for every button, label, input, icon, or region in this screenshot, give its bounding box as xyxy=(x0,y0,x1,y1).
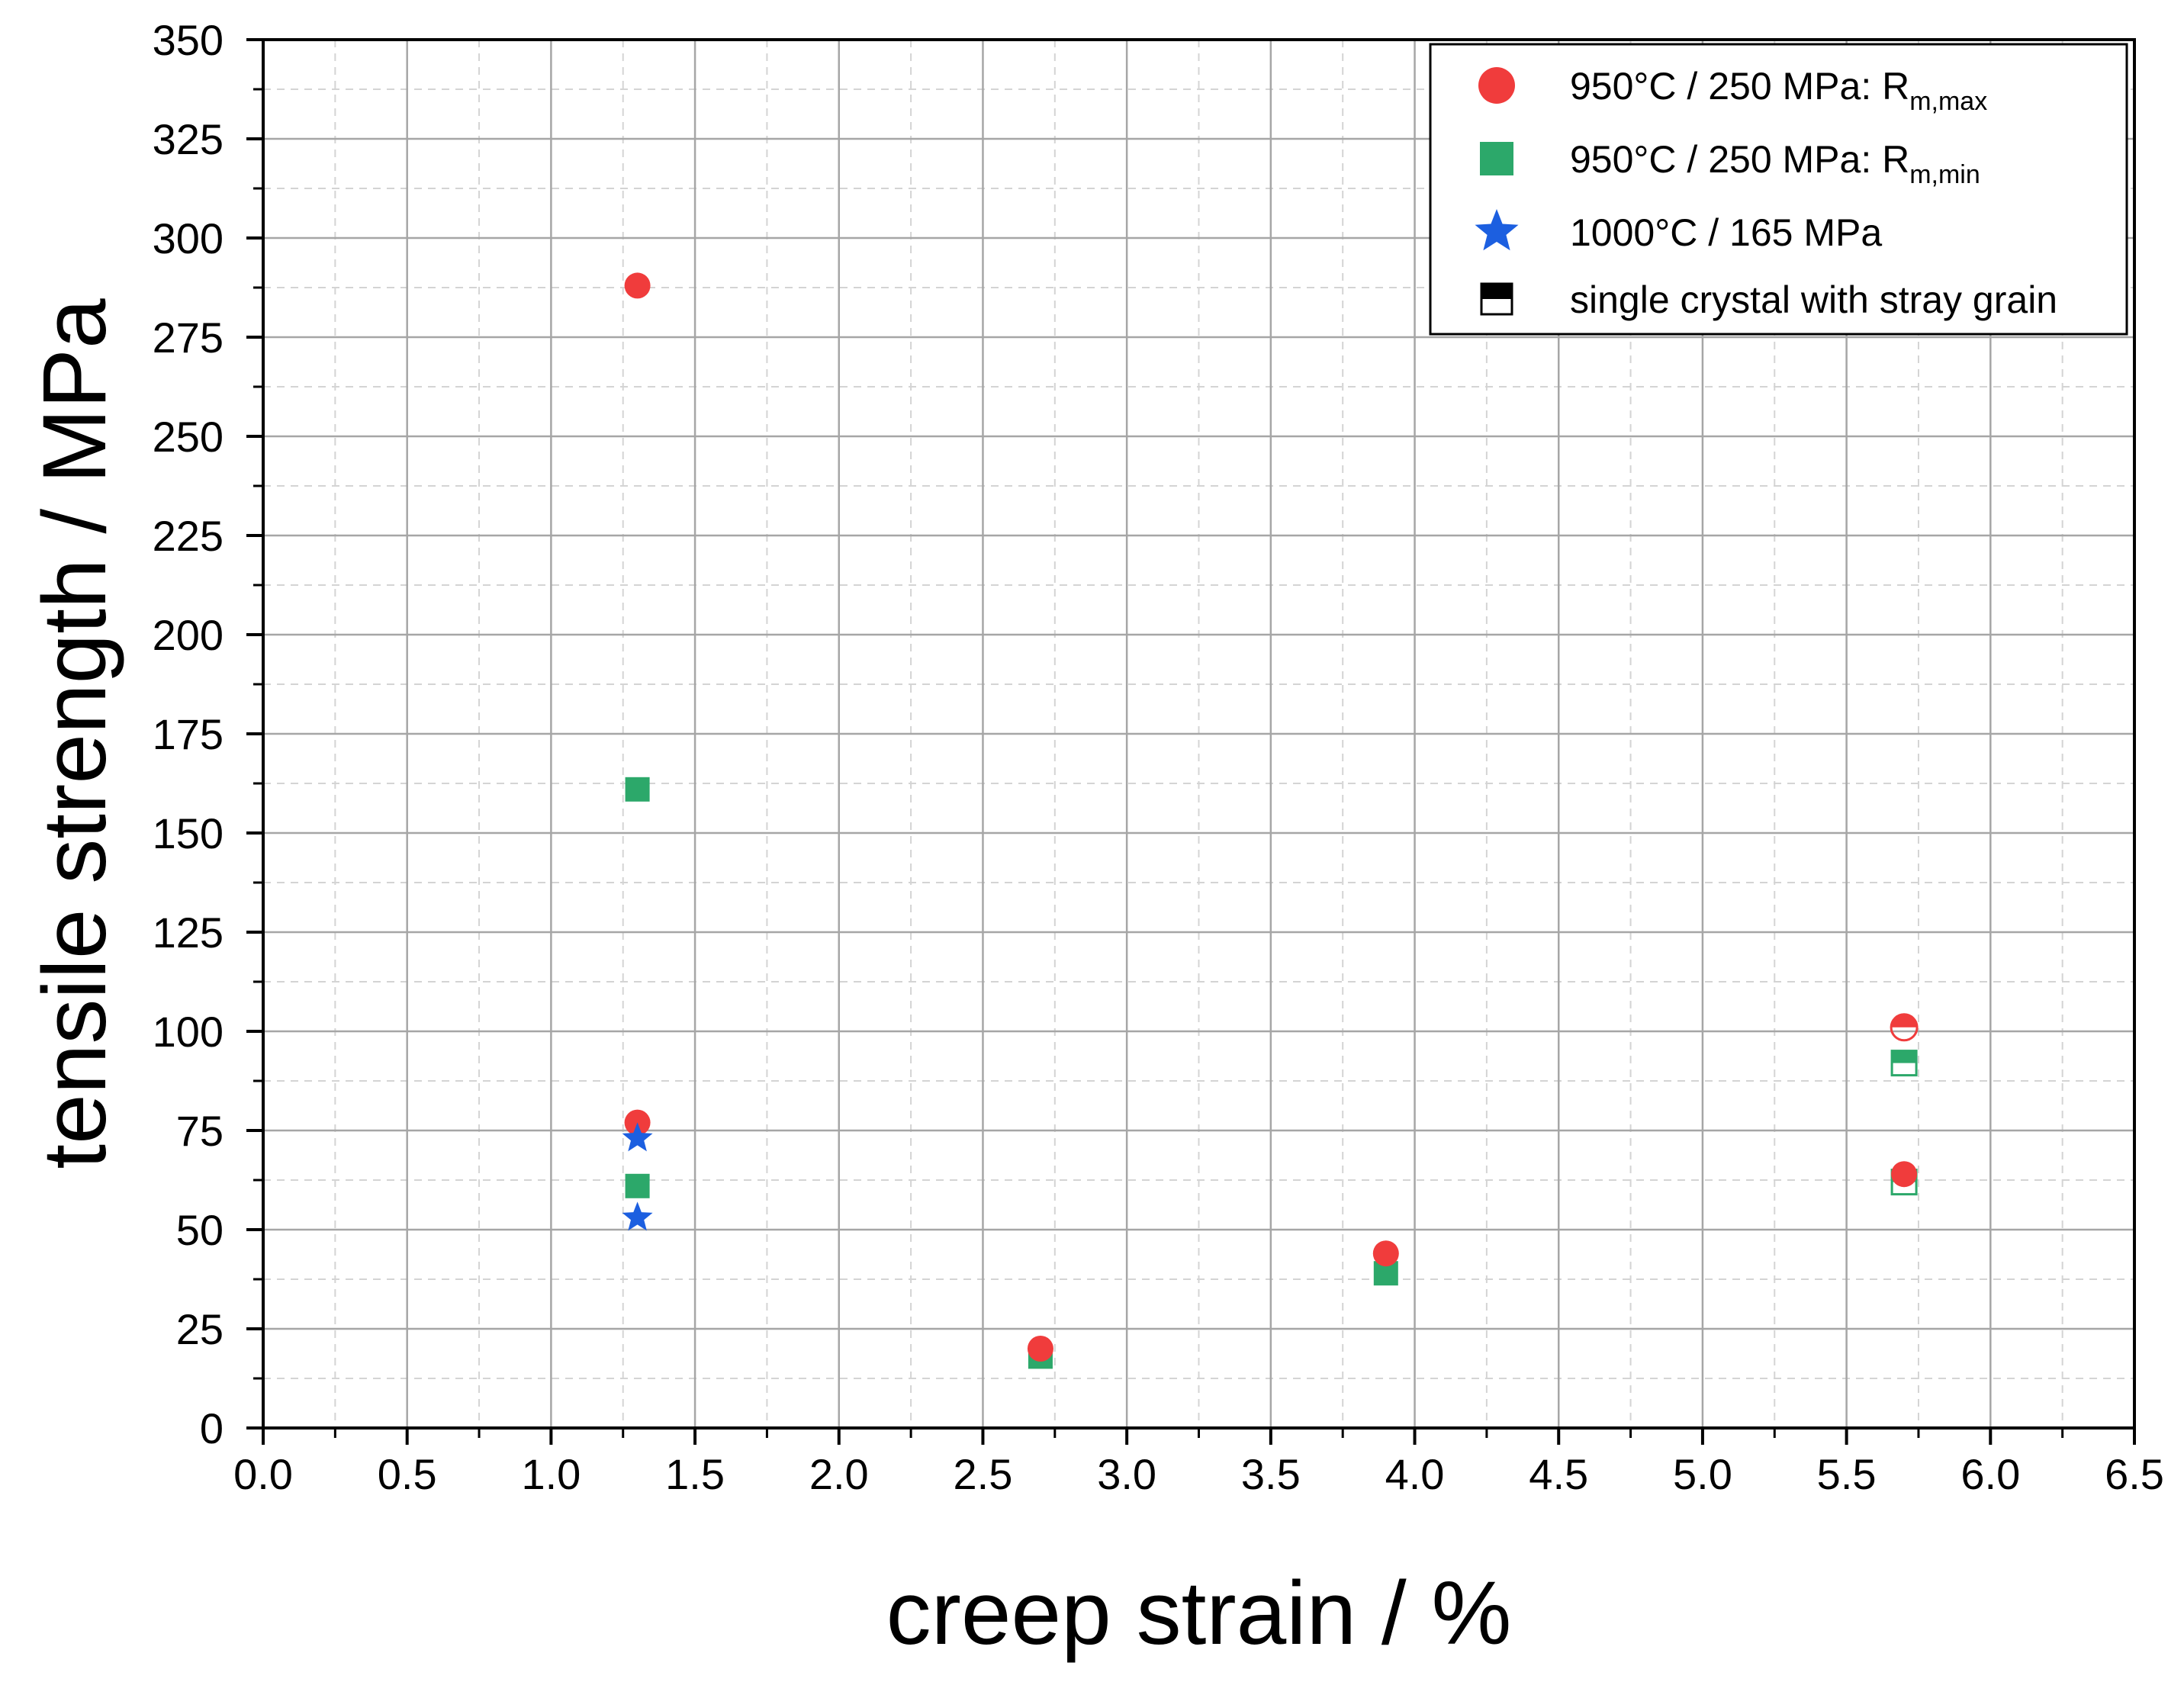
x-tick-label: 2.5 xyxy=(954,1450,1013,1498)
circle-data-point-top-half xyxy=(1891,1014,1918,1028)
data-points xyxy=(622,272,1919,1369)
y-tick-label: 50 xyxy=(176,1206,224,1254)
x-tick-label: 3.0 xyxy=(1097,1450,1156,1498)
x-tick-label: 2.0 xyxy=(809,1450,869,1498)
y-tick-label: 350 xyxy=(153,16,224,64)
y-tick-labels: 0 25 50 75 100 125 150 175 200 225 250 275 300 325 350 xyxy=(153,16,224,1452)
legend-label: single crystal with stray grain xyxy=(1570,278,2057,321)
x-tick-label: 0.0 xyxy=(233,1450,293,1498)
legend-half-filled-square-top xyxy=(1481,284,1512,299)
legend-circle-marker xyxy=(1478,67,1515,104)
circle-data-point xyxy=(1891,1161,1918,1188)
x-tick-label: 6.5 xyxy=(2105,1450,2164,1498)
square-data-point-top-half xyxy=(1892,1050,1917,1063)
square-data-point xyxy=(625,777,650,802)
legend-label-subscript: m,min xyxy=(1909,160,1980,189)
y-tick-label: 25 xyxy=(176,1305,224,1353)
y-tick-label: 275 xyxy=(153,314,224,362)
y-tick-label: 250 xyxy=(153,413,224,461)
x-tick-labels: 0.0 0.5 1.0 1.5 2.0 2.5 3.0 3.5 4.0 4.5 5.0 5.5 6.0 6… xyxy=(233,1450,2164,1498)
circle-data-point xyxy=(624,272,651,299)
x-axis-title: creep strain / % xyxy=(886,1563,1512,1664)
legend-square-marker xyxy=(1480,142,1513,175)
y-tick-label: 150 xyxy=(153,809,224,857)
square-data-point xyxy=(1890,1050,1918,1077)
y-tick-label: 175 xyxy=(153,710,224,758)
y-axis-title: tensile strength / MPa xyxy=(24,298,125,1169)
x-tick-label: 6.0 xyxy=(1960,1450,2020,1498)
y-tick-label: 225 xyxy=(153,512,224,560)
x-tick-label: 1.5 xyxy=(665,1450,725,1498)
legend-box xyxy=(1429,43,2128,336)
legend-label: 950°C / 250 MPa: Rm,min xyxy=(1570,138,1980,189)
x-tick-label: 0.5 xyxy=(378,1450,437,1498)
x-tick-label: 4.0 xyxy=(1385,1450,1445,1498)
y-tick-label: 100 xyxy=(153,1008,224,1056)
y-tick-label: 200 xyxy=(153,611,224,659)
legend-label: 1000°C / 165 MPa xyxy=(1570,211,1882,254)
circle-data-point xyxy=(1372,1240,1399,1267)
star-data-point xyxy=(622,1122,653,1152)
legend-half-filled-square-marker xyxy=(1480,282,1513,316)
square-data-point xyxy=(625,1173,650,1198)
y-tick-label: 125 xyxy=(153,909,224,957)
x-tick-label: 5.0 xyxy=(1673,1450,1732,1498)
x-tick-label: 5.5 xyxy=(1817,1450,1877,1498)
circle-data-point xyxy=(1027,1336,1053,1362)
y-tick-label: 75 xyxy=(176,1107,224,1155)
legend-star-marker xyxy=(1475,209,1519,251)
axis-ticks xyxy=(246,38,2136,1445)
legend-label-subscript: m,max xyxy=(1909,87,1987,116)
x-tick-label: 4.5 xyxy=(1529,1450,1588,1498)
y-tick-label: 300 xyxy=(153,214,224,262)
y-tick-label: 325 xyxy=(153,115,224,163)
x-tick-label: 3.5 xyxy=(1241,1450,1301,1498)
circle-data-point xyxy=(1890,1013,1919,1042)
y-tick-label: 0 xyxy=(200,1404,224,1452)
star-data-point xyxy=(622,1201,653,1231)
x-tick-label: 1.0 xyxy=(521,1450,581,1498)
